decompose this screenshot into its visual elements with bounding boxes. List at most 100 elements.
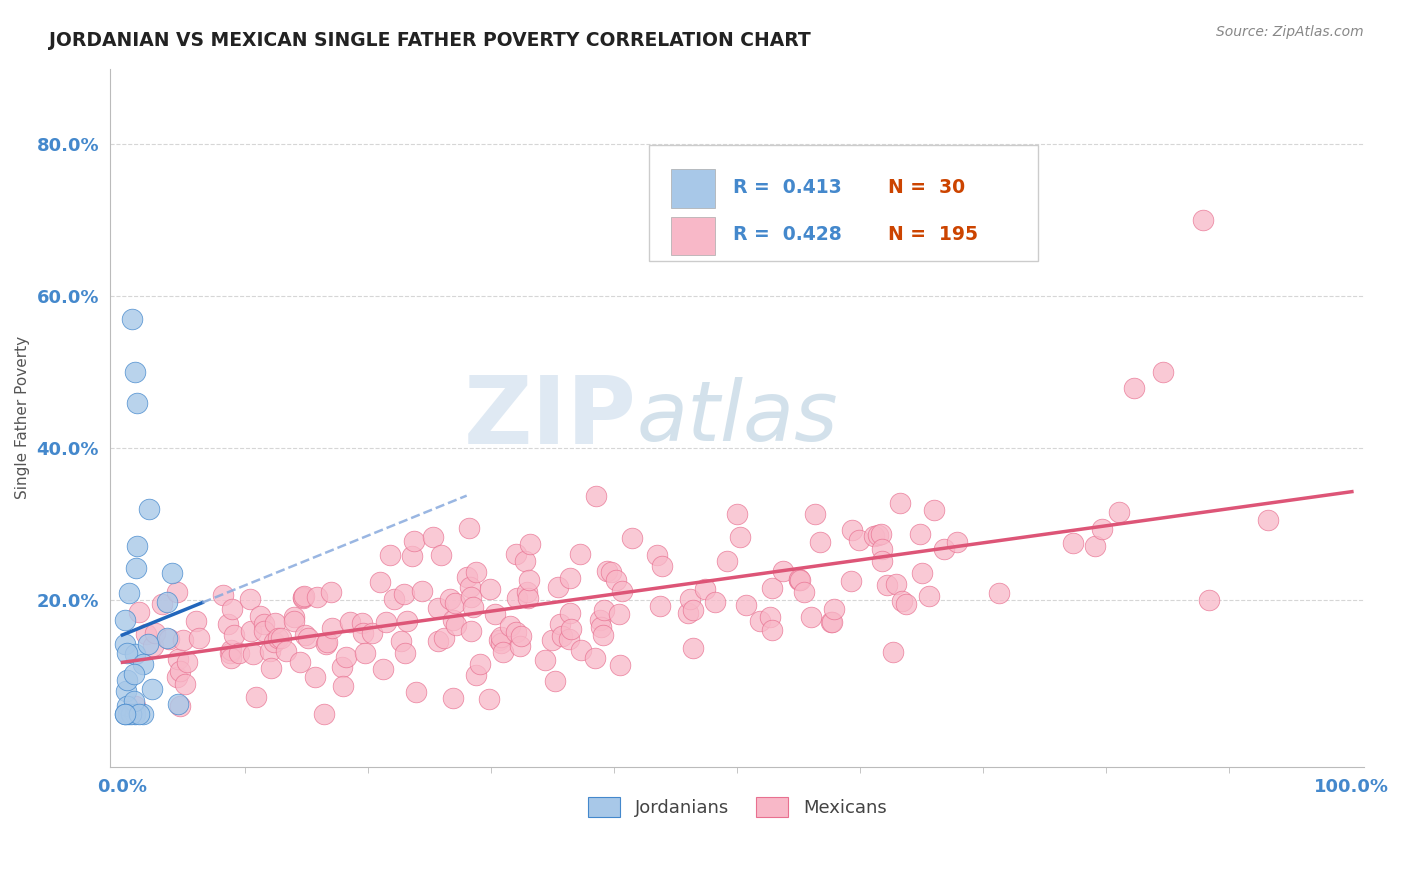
- Point: [297, 631, 319, 645]
- Point: [352, 626, 374, 640]
- Point: [592, 627, 614, 641]
- Point: [516, 591, 538, 606]
- Point: [918, 589, 941, 603]
- Point: [433, 632, 456, 646]
- Point: [221, 602, 243, 616]
- Point: [491, 645, 513, 659]
- Point: [122, 666, 145, 681]
- Point: [439, 591, 461, 606]
- Point: [519, 574, 541, 588]
- Point: [125, 561, 148, 575]
- Point: [283, 614, 305, 628]
- Point: [396, 614, 419, 628]
- Point: [142, 639, 165, 653]
- Point: [558, 571, 581, 585]
- Point: [793, 585, 815, 599]
- Point: [891, 594, 914, 608]
- Point: [166, 669, 188, 683]
- Point: [114, 707, 136, 722]
- Point: [444, 595, 467, 609]
- Point: [592, 603, 614, 617]
- Point: [166, 697, 188, 711]
- Point: [1108, 504, 1130, 518]
- Point: [1084, 539, 1107, 553]
- Point: [1192, 213, 1215, 227]
- Point: [143, 626, 166, 640]
- Text: ZIP: ZIP: [464, 372, 637, 464]
- Point: [402, 534, 425, 549]
- Point: [217, 616, 239, 631]
- Point: [456, 570, 478, 584]
- Point: [457, 521, 479, 535]
- Point: [427, 600, 450, 615]
- Point: [534, 653, 557, 667]
- Point: [505, 547, 527, 561]
- Point: [304, 671, 326, 685]
- Point: [516, 585, 538, 599]
- Point: [114, 637, 136, 651]
- Point: [1123, 380, 1146, 394]
- Point: [695, 582, 717, 597]
- Point: [607, 607, 630, 622]
- Point: [371, 662, 394, 676]
- Point: [141, 682, 163, 697]
- Point: [114, 707, 136, 722]
- Point: [394, 646, 416, 660]
- Point: [882, 645, 904, 659]
- Point: [172, 633, 194, 648]
- Point: [749, 614, 772, 628]
- Point: [460, 624, 482, 638]
- Point: [468, 657, 491, 671]
- Point: [276, 644, 298, 658]
- Point: [510, 629, 533, 643]
- Point: [589, 613, 612, 627]
- Point: [441, 613, 464, 627]
- Point: [682, 602, 704, 616]
- Point: [249, 608, 271, 623]
- Point: [350, 615, 373, 630]
- Point: [560, 622, 582, 636]
- Point: [405, 684, 427, 698]
- Point: [242, 647, 264, 661]
- Point: [166, 585, 188, 599]
- Point: [725, 507, 748, 521]
- Point: [114, 613, 136, 627]
- Point: [124, 647, 146, 661]
- Point: [125, 539, 148, 553]
- Text: N =  30: N = 30: [887, 178, 965, 197]
- Point: [676, 606, 699, 620]
- Point: [569, 547, 592, 561]
- Point: [645, 548, 668, 562]
- Point: [870, 527, 893, 541]
- Point: [321, 621, 343, 635]
- Point: [316, 635, 339, 649]
- Point: [872, 554, 894, 568]
- Point: [911, 566, 934, 581]
- Point: [136, 637, 159, 651]
- Point: [173, 677, 195, 691]
- Point: [841, 523, 863, 537]
- Point: [821, 615, 844, 630]
- Point: [150, 597, 173, 611]
- Point: [138, 502, 160, 516]
- FancyBboxPatch shape: [650, 145, 1038, 260]
- Point: [908, 527, 931, 541]
- Point: [264, 615, 287, 630]
- Point: [1257, 513, 1279, 527]
- Point: [464, 566, 486, 580]
- Text: R =  0.428: R = 0.428: [734, 226, 842, 244]
- Point: [219, 650, 242, 665]
- Point: [228, 646, 250, 660]
- Point: [650, 599, 672, 614]
- Point: [499, 618, 522, 632]
- Point: [1198, 592, 1220, 607]
- Point: [330, 660, 353, 674]
- Point: [128, 707, 150, 722]
- Point: [121, 312, 143, 326]
- Point: [479, 582, 502, 596]
- Point: [124, 365, 146, 379]
- Point: [270, 631, 292, 645]
- Point: [560, 606, 582, 620]
- Point: [889, 496, 911, 510]
- Point: [267, 631, 290, 645]
